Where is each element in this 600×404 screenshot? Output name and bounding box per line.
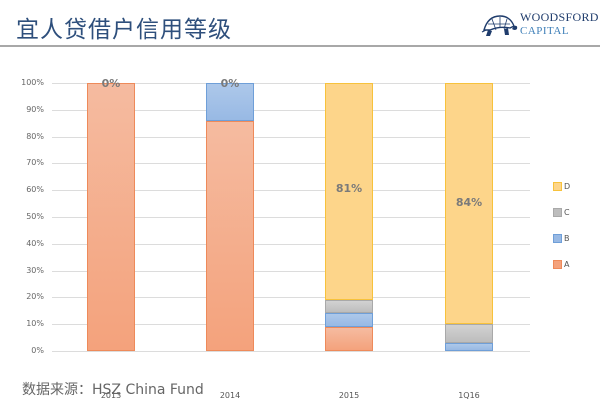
bar-segment-B (206, 83, 254, 121)
y-axis-tick: 100% (21, 78, 44, 87)
y-axis-tick: 10% (26, 319, 44, 329)
bar-segment-A (206, 120, 254, 351)
logo-text-capital: CAPITAL (520, 25, 570, 37)
gridline (52, 351, 530, 352)
legend-swatch-A (553, 260, 562, 269)
bar-2013 (87, 60, 135, 370)
y-axis-tick: 70% (26, 158, 44, 168)
y-axis-tick: 50% (26, 212, 44, 221)
gridline (52, 83, 530, 84)
gridline (52, 270, 530, 272)
gridline (52, 109, 530, 111)
legend-label: D (564, 182, 571, 191)
gridline (52, 217, 530, 218)
y-axis-tick: 60% (26, 185, 44, 195)
x-axis-tick: 2014 (219, 391, 241, 400)
bar-2014 (206, 60, 254, 370)
bar-1Q16 (445, 60, 493, 370)
legend-item-C[interactable]: C (553, 208, 570, 217)
legend-item-B[interactable]: B (553, 234, 570, 243)
stacked-bar-chart: 0% 10% 20% 30% 40% 50% 60% 70% 80% 90% 100% 0% 2013 0… (0, 60, 600, 400)
data-label: 81% (335, 182, 363, 195)
data-label: 0% (220, 77, 240, 90)
header-divider (0, 45, 600, 47)
x-axis-tick: 2013 (100, 391, 122, 400)
page-title: 宜人贷借户信用等级 (16, 17, 232, 43)
y-axis-tick: 40% (26, 238, 44, 248)
legend-swatch-B (553, 234, 562, 243)
y-axis-tick: 90% (26, 104, 44, 114)
turtle-icon (481, 15, 518, 36)
gridline (52, 243, 530, 245)
logo-text-woodsford: WOODSFORD (520, 10, 599, 24)
bar-2015 (325, 60, 373, 370)
y-axis-tick: 80% (26, 131, 44, 141)
bar-segment-C (445, 324, 493, 343)
x-axis-tick: 2015 (338, 391, 360, 400)
bar-segment-B (445, 342, 493, 351)
data-label: 84% (455, 196, 483, 209)
legend-label: B (564, 234, 570, 243)
legend-item-D[interactable]: D (553, 182, 570, 191)
bar-segment-A (87, 83, 135, 351)
bar-segment-B (325, 313, 373, 327)
bar-segment-A (325, 326, 373, 351)
legend-swatch-D (553, 182, 562, 191)
gridline (52, 136, 530, 138)
gridline (52, 297, 530, 299)
gridline (52, 190, 530, 192)
y-axis-tick: 0% (31, 346, 44, 355)
gridline (52, 163, 530, 165)
data-label: 0% (101, 77, 121, 90)
x-axis-tick: 1Q16 (458, 391, 480, 400)
legend-item-A[interactable]: A (553, 260, 569, 269)
company-logo: WOODSFORD CAPITAL (480, 8, 598, 42)
bar-segment-C (325, 300, 373, 314)
y-axis-tick: 20% (26, 292, 44, 302)
legend-swatch-C (553, 208, 562, 217)
bar-segment-D (325, 83, 373, 301)
legend-label: A (564, 260, 570, 269)
bar-segment-D (445, 83, 493, 325)
data-source-note: 数据来源：HSZ China Fund (22, 382, 204, 398)
gridline (52, 324, 530, 326)
legend-label: C (564, 208, 570, 217)
y-axis-tick: 30% (26, 265, 44, 275)
